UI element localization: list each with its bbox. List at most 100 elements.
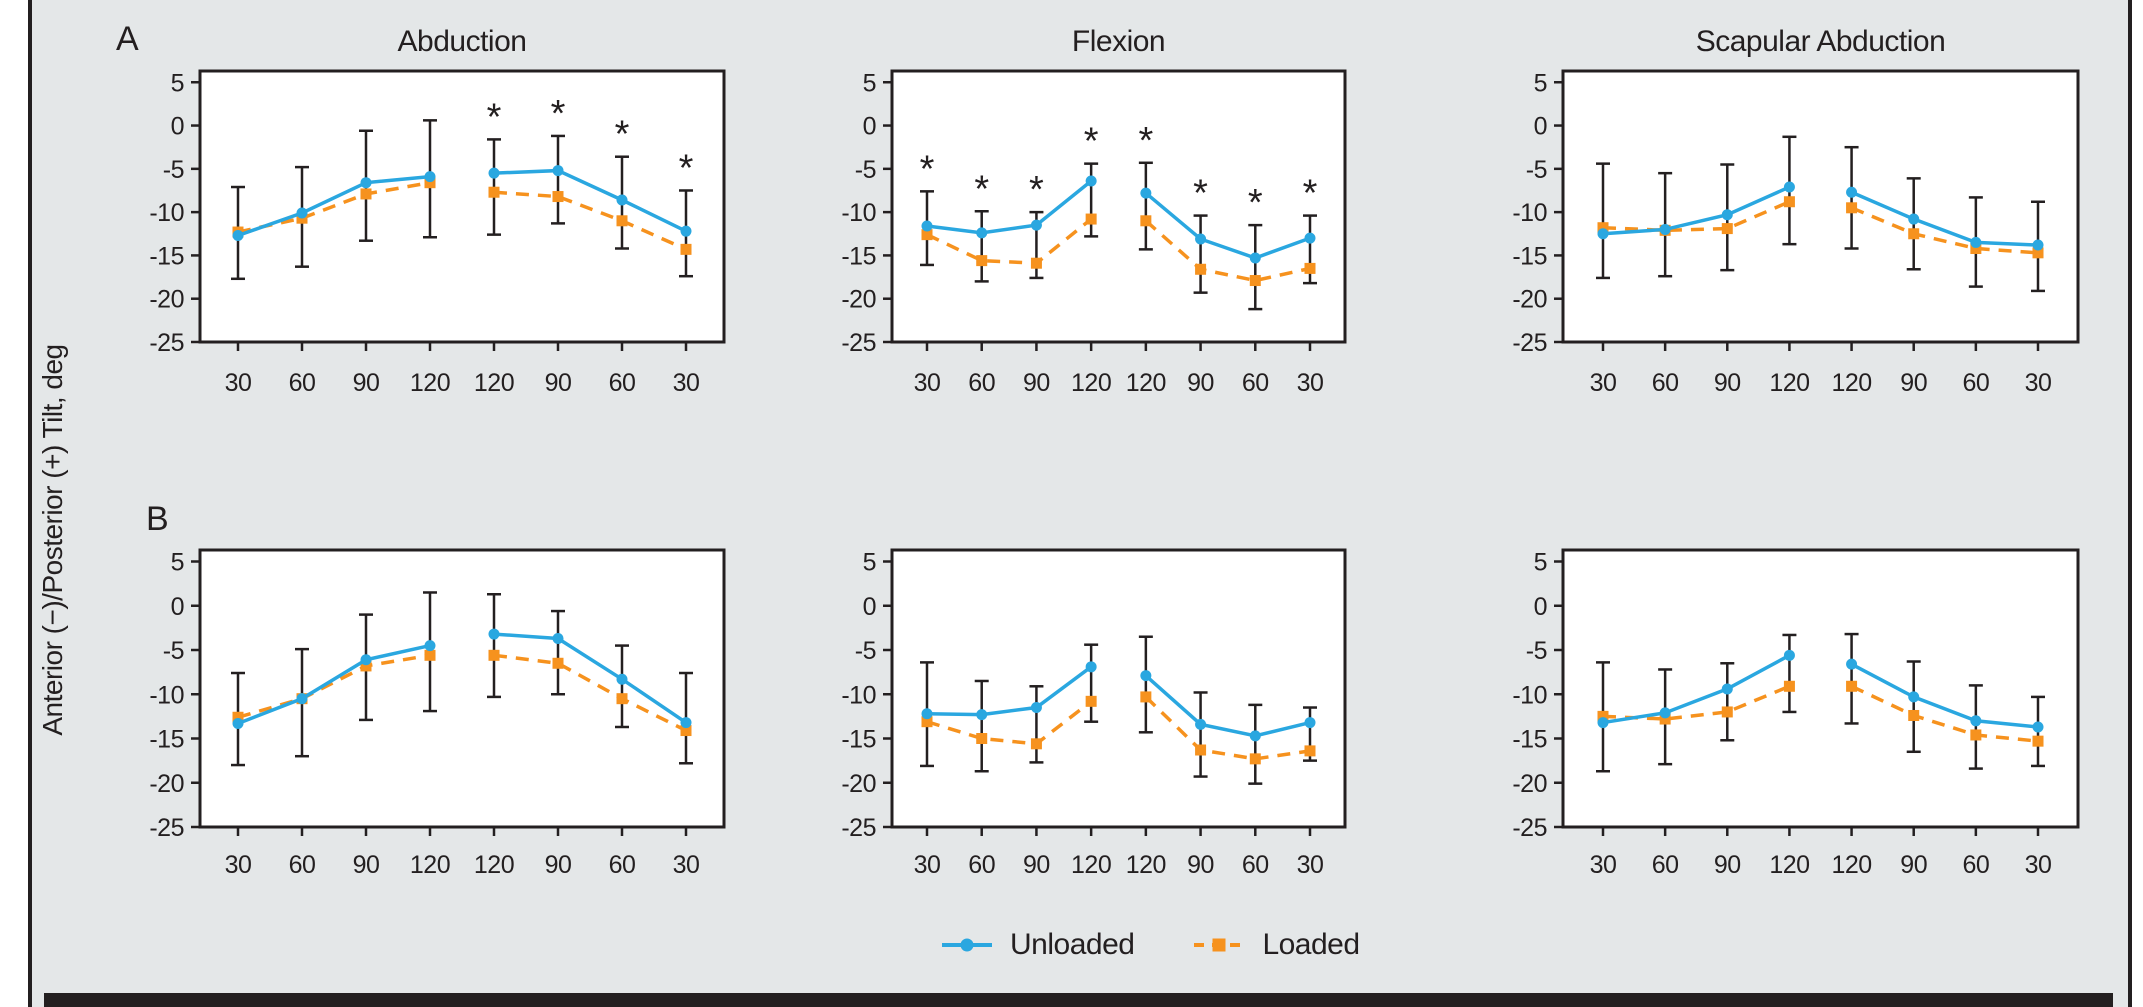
loaded-marker xyxy=(1304,745,1316,757)
unloaded-marker xyxy=(976,709,988,721)
svg-text:-5: -5 xyxy=(1526,637,1547,665)
loaded-marker xyxy=(1721,706,1733,718)
svg-text:30: 30 xyxy=(1590,369,1617,397)
unloaded-marker xyxy=(360,654,372,666)
svg-text:120: 120 xyxy=(1769,369,1809,397)
svg-text:*: * xyxy=(487,96,502,138)
svg-text:60: 60 xyxy=(968,369,995,397)
unloaded-marker xyxy=(1304,232,1316,244)
error-bars xyxy=(1596,632,2045,773)
svg-text:120: 120 xyxy=(1831,851,1871,879)
unloaded-marker xyxy=(552,165,564,177)
unloaded-marker xyxy=(680,225,692,237)
svg-text:-25: -25 xyxy=(1512,814,1547,842)
loaded-marker xyxy=(1085,695,1097,707)
loaded-marker xyxy=(1304,262,1316,274)
unloaded-marker xyxy=(488,167,500,179)
loaded-marker xyxy=(488,186,500,198)
significance-asterisks: * * * * xyxy=(487,93,694,190)
svg-text:-15: -15 xyxy=(1512,726,1547,754)
svg-text:60: 60 xyxy=(1652,851,1679,879)
loaded-marker xyxy=(1030,257,1042,269)
unloaded-marker xyxy=(1908,691,1920,703)
svg-text:120: 120 xyxy=(474,369,514,397)
svg-text:-20: -20 xyxy=(149,770,184,798)
unloaded-marker xyxy=(488,628,500,640)
series-unloaded xyxy=(1597,181,2044,251)
svg-text:-25: -25 xyxy=(149,329,184,357)
legend-item-loaded: Loaded xyxy=(1192,928,1360,962)
unloaded-marker xyxy=(1846,658,1858,670)
svg-text:90: 90 xyxy=(1714,851,1741,879)
svg-text:30: 30 xyxy=(225,369,252,397)
svg-text:*: * xyxy=(1138,120,1153,162)
svg-text:-20: -20 xyxy=(1512,286,1547,314)
svg-text:*: * xyxy=(920,148,935,190)
chart-b-: 5 0 -5 -10 -15 -20 -25 30 60 90 120 120 90 60 30 xyxy=(149,548,726,879)
svg-text:120: 120 xyxy=(1769,851,1809,879)
chart-title-flexion: Flexion xyxy=(1071,25,1166,58)
svg-text:120: 120 xyxy=(1126,369,1166,397)
svg-text:-5: -5 xyxy=(855,637,876,665)
y-axis: 5 0 -5 -10 -15 -20 -25 xyxy=(841,549,892,842)
svg-text:120: 120 xyxy=(1071,851,1111,879)
svg-text:-25: -25 xyxy=(841,814,876,842)
svg-text:60: 60 xyxy=(1652,369,1679,397)
loaded-marker xyxy=(1030,738,1042,750)
unloaded-marker xyxy=(424,171,436,183)
unloaded-marker xyxy=(921,220,933,232)
svg-text:-25: -25 xyxy=(1512,329,1547,357)
loaded-marker xyxy=(1721,223,1733,235)
unloaded-marker xyxy=(1659,707,1671,719)
svg-text:5: 5 xyxy=(171,549,184,577)
svg-text:5: 5 xyxy=(863,69,876,97)
unloaded-marker xyxy=(1195,718,1207,730)
unloaded-marker xyxy=(1140,670,1152,682)
loaded-marker xyxy=(1140,215,1152,227)
svg-text:90: 90 xyxy=(1714,369,1741,397)
svg-text:60: 60 xyxy=(1242,369,1269,397)
chart-b-: 5 0 -5 -10 -15 -20 -25 30 60 90 120 120 90 60 30 xyxy=(841,548,1347,879)
unloaded-marker xyxy=(1085,661,1097,673)
legend-label-unloaded: Unloaded xyxy=(1010,928,1135,961)
right-border-rule xyxy=(2128,0,2132,1007)
loaded-marker xyxy=(1783,680,1795,692)
svg-text:120: 120 xyxy=(410,369,450,397)
unloaded-marker xyxy=(1030,219,1042,231)
unloaded-marker xyxy=(616,673,628,685)
unloaded-marker xyxy=(1783,649,1795,661)
svg-text:60: 60 xyxy=(1962,851,1989,879)
unloaded-marker xyxy=(1721,209,1733,221)
svg-text:90: 90 xyxy=(353,851,380,879)
loaded-marker xyxy=(360,660,372,672)
svg-text:90: 90 xyxy=(1023,851,1050,879)
unloaded-marker xyxy=(1721,683,1733,695)
x-axis: 30 60 90 120 120 90 60 30 xyxy=(225,342,700,397)
loaded-marker xyxy=(616,215,628,227)
svg-text:30: 30 xyxy=(2025,369,2052,397)
svg-text:-15: -15 xyxy=(149,726,184,754)
loaded-marker xyxy=(616,693,628,705)
unloaded-marker xyxy=(1304,717,1316,729)
svg-text:5: 5 xyxy=(863,549,876,577)
loaded-marker xyxy=(1659,713,1671,725)
svg-text:30: 30 xyxy=(1590,851,1617,879)
unloaded-line-swatch xyxy=(942,938,992,952)
svg-text:120: 120 xyxy=(1831,369,1871,397)
loaded-marker xyxy=(1140,691,1152,703)
svg-text:0: 0 xyxy=(863,593,876,621)
loaded-marker xyxy=(232,711,244,723)
unloaded-marker xyxy=(1597,228,1609,240)
svg-text:-10: -10 xyxy=(149,199,184,227)
panel-label-a: A xyxy=(116,20,139,58)
unloaded-marker xyxy=(1970,236,1982,248)
legend-item-unloaded: Unloaded xyxy=(940,928,1135,962)
svg-text:90: 90 xyxy=(1187,369,1214,397)
svg-text:-10: -10 xyxy=(841,681,876,709)
loaded-marker xyxy=(680,725,692,737)
unloaded-marker xyxy=(1140,187,1152,199)
series-unloaded xyxy=(921,661,1316,742)
unloaded-marker xyxy=(360,177,372,189)
